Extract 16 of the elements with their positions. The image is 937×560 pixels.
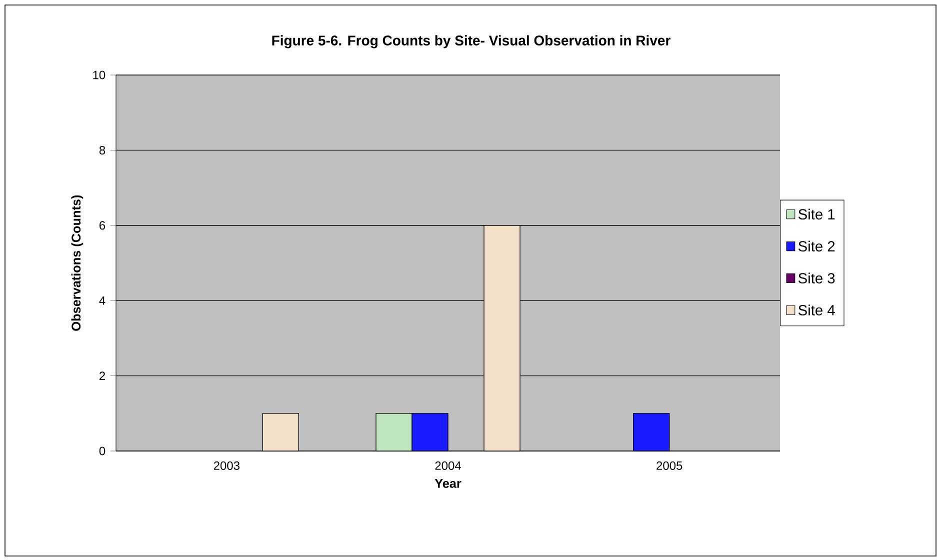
y-tick-label: 0 [99,446,106,456]
x-tick-label: 2005 [656,461,682,470]
chart-title: Figure 5-6. Frog Counts by Site- Visual Observation in River [272,35,670,48]
y-axis-title: Observations (Counts) [71,195,84,331]
x-tick-label: 2004 [435,461,461,470]
y-tick-label: 8 [99,146,106,154]
y-tick-label: 2 [100,372,105,380]
x-axis-title: Year [434,479,462,488]
y-tick-label: 10 [93,70,106,80]
y-tick-label: 6 [100,221,106,230]
y-tick-label: 4 [99,296,106,305]
legend-label: Site 4 [798,304,835,316]
legend-label: Site 2 [798,240,835,252]
legend-label: Site 3 [798,272,835,284]
legend-label: Site 1 [798,208,835,220]
x-tick-label: 2003 [214,461,240,470]
